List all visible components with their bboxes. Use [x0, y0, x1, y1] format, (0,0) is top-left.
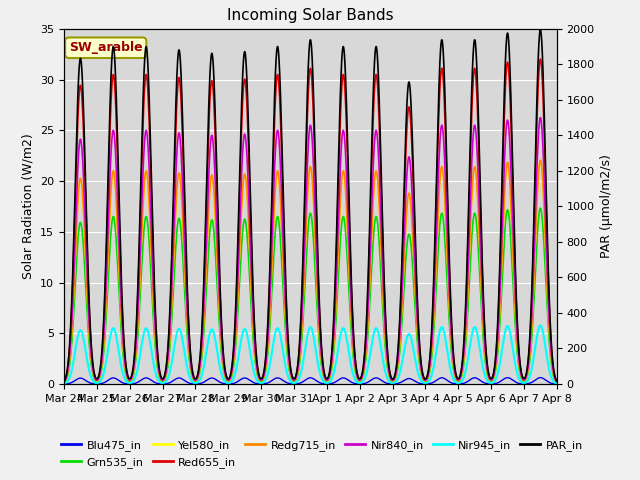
Yel580_in [228, 372, 236, 378]
Nir945_in [293, 379, 301, 384]
PAR_in [293, 366, 301, 372]
Blu475_in [228, 381, 236, 386]
Redg715_in [526, 349, 534, 355]
Redg715_in [553, 379, 561, 385]
Grn535_in [420, 378, 428, 384]
Red655_in [228, 368, 236, 374]
Grn535_in [435, 248, 442, 254]
Nir840_in [532, 191, 540, 197]
Nir945_in [536, 323, 544, 328]
Nir840_in [293, 370, 301, 375]
Line: Grn535_in: Grn535_in [64, 208, 557, 383]
Blu475_in [293, 381, 301, 386]
Line: Red655_in: Red655_in [64, 59, 557, 382]
PAR_in [420, 375, 428, 381]
Line: Yel580_in: Yel580_in [64, 160, 557, 383]
Legend: Blu475_in, Grn535_in, Yel580_in, Red655_in, Redg715_in, Nir840_in, Nir945_in, PA: Blu475_in, Grn535_in, Yel580_in, Red655_… [57, 436, 588, 472]
Red655_in [435, 135, 442, 141]
Yel580_in [532, 221, 540, 227]
Line: Nir945_in: Nir945_in [64, 325, 557, 384]
Nir840_in [536, 115, 544, 120]
Nir840_in [420, 377, 428, 383]
Blu475_in [536, 375, 544, 381]
Yel580_in [553, 379, 561, 385]
Red655_in [293, 367, 301, 373]
Grn535_in [293, 373, 301, 379]
Title: Incoming Solar Bands: Incoming Solar Bands [227, 9, 394, 24]
Yel580_in [435, 212, 442, 217]
Red655_in [420, 376, 428, 382]
Yel580_in [420, 377, 428, 383]
Blu475_in [435, 376, 442, 382]
Grn535_in [228, 374, 236, 380]
Grn535_in [532, 255, 540, 261]
Blu475_in [526, 380, 534, 386]
Nir840_in [435, 180, 442, 185]
Blu475_in [420, 381, 428, 387]
PAR_in [553, 378, 561, 384]
Blu475_in [532, 376, 540, 382]
Red655_in [532, 149, 540, 155]
Line: Redg715_in: Redg715_in [64, 160, 557, 383]
Nir945_in [60, 381, 68, 386]
PAR_in [435, 113, 442, 119]
Nir945_in [553, 381, 561, 386]
Yel580_in [60, 380, 68, 385]
Yel580_in [526, 349, 534, 355]
Redg715_in [420, 377, 428, 383]
Red655_in [536, 56, 544, 62]
Nir945_in [435, 337, 442, 343]
PAR_in [228, 367, 236, 373]
Red655_in [60, 379, 68, 384]
Nir840_in [60, 379, 68, 385]
Y-axis label: Solar Radiation (W/m2): Solar Radiation (W/m2) [22, 133, 35, 279]
Grn535_in [553, 380, 561, 385]
Nir840_in [553, 379, 561, 385]
Redg715_in [435, 212, 442, 217]
Nir840_in [228, 371, 236, 376]
Line: PAR_in: PAR_in [64, 30, 557, 382]
Redg715_in [536, 157, 544, 163]
Redg715_in [60, 380, 68, 385]
Yel580_in [293, 372, 301, 377]
Yel580_in [536, 157, 544, 163]
Red655_in [553, 379, 561, 384]
Nir945_in [526, 373, 534, 379]
Nir945_in [532, 339, 540, 345]
PAR_in [526, 331, 534, 337]
Nir945_in [228, 379, 236, 384]
PAR_in [532, 128, 540, 134]
Blu475_in [60, 381, 68, 387]
Redg715_in [228, 372, 236, 378]
Red655_in [526, 336, 534, 341]
PAR_in [536, 27, 544, 33]
Line: Blu475_in: Blu475_in [64, 378, 557, 384]
Redg715_in [532, 221, 540, 227]
Line: Nir840_in: Nir840_in [64, 118, 557, 382]
PAR_in [60, 379, 68, 384]
Y-axis label: PAR (μmol/m2/s): PAR (μmol/m2/s) [600, 155, 613, 258]
Redg715_in [293, 372, 301, 377]
Grn535_in [526, 356, 534, 362]
Nir840_in [526, 344, 534, 349]
Grn535_in [536, 205, 544, 211]
Grn535_in [60, 380, 68, 385]
Text: SW_arable: SW_arable [69, 41, 143, 54]
Nir945_in [420, 380, 428, 386]
Blu475_in [553, 381, 561, 387]
